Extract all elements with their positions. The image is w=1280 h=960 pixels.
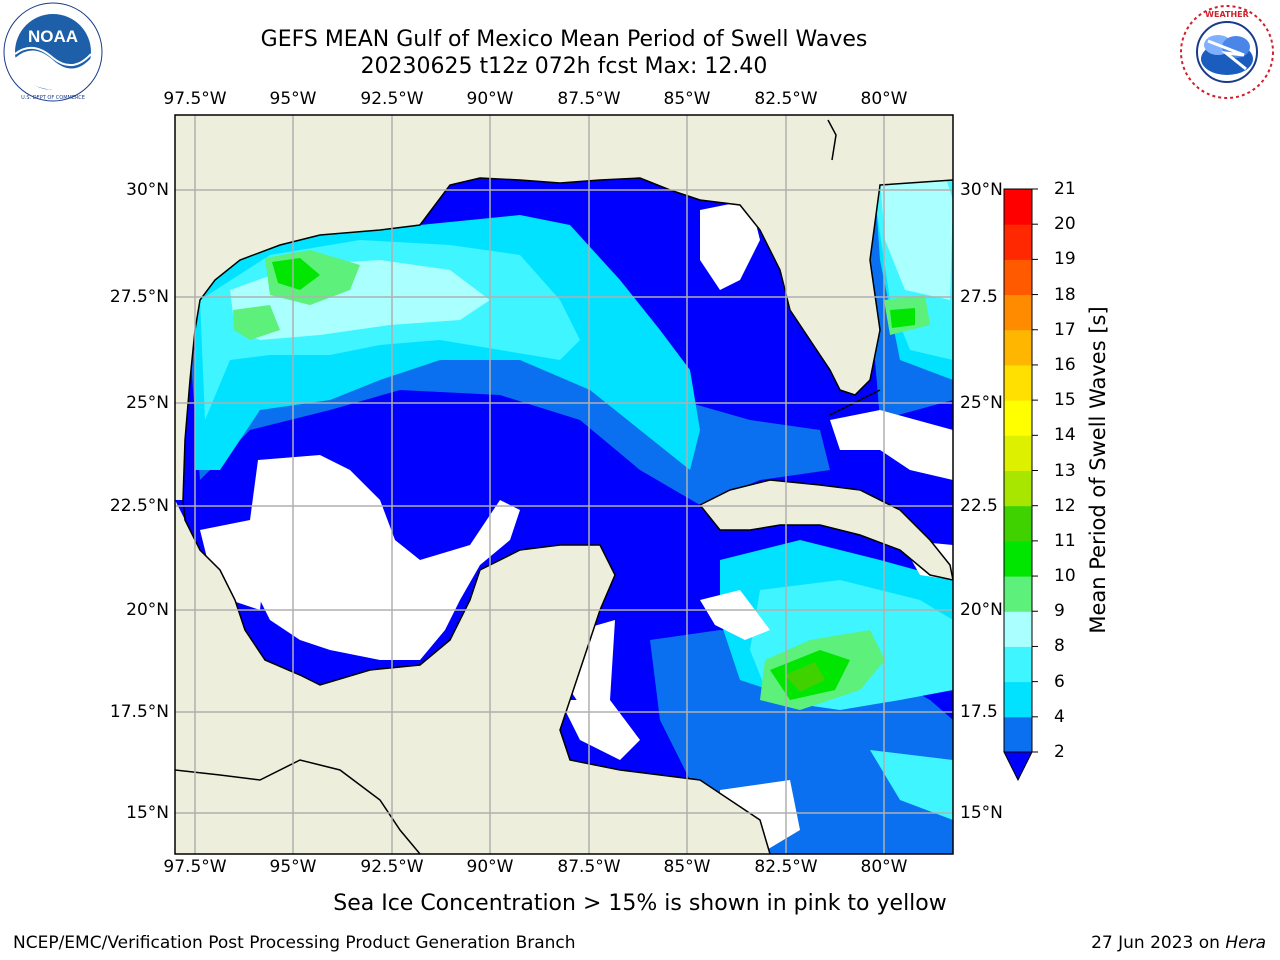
nws-logo-icon: WEATHER xyxy=(1179,4,1275,100)
lat-label-right: 15°N xyxy=(960,803,1003,823)
footer-host: Hera xyxy=(1225,933,1266,953)
footer-credit: NCEP/EMC/Verification Post Processing Pr… xyxy=(13,933,576,953)
lon-label-bottom: 97.5°W xyxy=(163,857,227,877)
lat-label-right: 17.5 xyxy=(960,702,998,722)
noaa-logo-icon: NOAA U.S. DEPT OF COMMERCE xyxy=(3,2,103,102)
colorbar xyxy=(1003,188,1038,782)
colorbar-tick-label: 21 xyxy=(1054,179,1076,199)
lon-label-bottom: 80°W xyxy=(860,857,908,877)
lon-label-top: 92.5°W xyxy=(360,89,424,109)
sea-ice-note: Sea Ice Concentration > 15% is shown in … xyxy=(333,891,947,916)
colorbar-segment xyxy=(1004,259,1032,296)
colorbar-segment xyxy=(1004,400,1032,436)
colorbar-segment xyxy=(1004,540,1032,577)
colorbar-tick-label: 19 xyxy=(1054,249,1076,270)
colorbar-tick-label: 14 xyxy=(1054,425,1076,446)
land-central-america xyxy=(175,760,420,854)
lat-label-right: 27.5 xyxy=(960,287,998,307)
colorbar-segment xyxy=(1004,505,1032,542)
colorbar-segment xyxy=(1004,329,1032,366)
colorbar-tick-label: 4 xyxy=(1054,706,1065,727)
colorbar-tick-label: 9 xyxy=(1054,601,1065,622)
lat-label-left: 20°N xyxy=(126,600,169,620)
lon-label-top: 87.5°W xyxy=(557,89,621,109)
colorbar-tick-label: 10 xyxy=(1054,566,1076,587)
colorbar-tick-label: 8 xyxy=(1054,636,1065,657)
lon-label-top: 80°W xyxy=(860,89,908,109)
colorbar-tick-label: 15 xyxy=(1054,390,1076,411)
colorbar-segment xyxy=(1004,435,1032,471)
lat-label-left: 27.5°N xyxy=(109,287,169,307)
coastlines xyxy=(175,119,953,854)
colorbar-segment xyxy=(1004,681,1032,718)
map-frame xyxy=(174,114,954,855)
colorbar-tick-label: 2 xyxy=(1054,742,1065,762)
colorbar-segment xyxy=(1004,224,1032,260)
colorbar-tick-label: 13 xyxy=(1054,460,1076,481)
colorbar-label: Mean Period of Swell Waves [s] xyxy=(1086,306,1110,634)
land-us-mainland xyxy=(175,115,953,500)
colorbar-segment xyxy=(1004,294,1032,331)
svg-text:U.S. DEPT OF COMMERCE: U.S. DEPT OF COMMERCE xyxy=(21,95,85,101)
colorbar-tick-label: 16 xyxy=(1054,354,1076,375)
lon-label-bottom: 95°W xyxy=(269,857,317,877)
colorbar-tick-label: 18 xyxy=(1054,284,1076,305)
colorbar-segment xyxy=(1004,189,1032,225)
colorbar-tick-label: 6 xyxy=(1054,671,1065,692)
footer-date-text: 27 Jun 2023 on xyxy=(1091,933,1226,953)
colorbar-segment xyxy=(1004,576,1032,612)
lat-label-right: 22.5 xyxy=(960,496,998,516)
colorbar-extend-arrow xyxy=(1003,751,1033,782)
lon-label-bottom: 85°W xyxy=(663,857,711,877)
lon-label-bottom: 92.5°W xyxy=(360,857,424,877)
map-title: GEFS MEAN Gulf of Mexico Mean Period of … xyxy=(260,27,868,52)
lon-label-top: 95°W xyxy=(269,89,317,109)
lat-label-left: 15°N xyxy=(126,803,169,823)
colorbar-segment xyxy=(1004,364,1032,401)
lat-label-left: 30°N xyxy=(126,180,169,200)
lon-label-top: 97.5°W xyxy=(163,89,227,109)
lat-label-left: 25°N xyxy=(126,393,169,413)
colorbar-segment xyxy=(1004,646,1032,683)
svg-text:NOAA: NOAA xyxy=(28,27,78,46)
svg-text:WEATHER: WEATHER xyxy=(1205,10,1249,19)
graticule xyxy=(175,115,953,854)
colorbar-tick-label: 12 xyxy=(1054,495,1076,516)
lon-label-bottom: 87.5°W xyxy=(557,857,621,877)
swell-band-10-11 xyxy=(272,258,320,290)
colorbar-segment xyxy=(1004,716,1032,753)
lat-label-left: 22.5°N xyxy=(109,496,169,516)
lat-label-left: 17.5°N xyxy=(109,702,169,722)
lon-label-top: 90°W xyxy=(466,89,514,109)
lon-label-top: 82.5°W xyxy=(754,89,818,109)
colorbar-tick-label: 20 xyxy=(1054,214,1076,235)
lat-label-right: 20°N xyxy=(960,600,1003,620)
footer-date: 27 Jun 2023 on Hera xyxy=(1091,933,1266,953)
lon-label-bottom: 82.5°W xyxy=(754,857,818,877)
lon-label-bottom: 90°W xyxy=(466,857,514,877)
colorbar-segment xyxy=(1004,470,1032,507)
colorbar-segment xyxy=(1004,611,1032,647)
lon-label-top: 85°W xyxy=(663,89,711,109)
lat-label-right: 25°N xyxy=(960,393,1003,413)
colorbar-tick-label: 11 xyxy=(1054,530,1076,551)
colorbar-tick-label: 17 xyxy=(1054,319,1076,340)
lat-label-right: 30°N xyxy=(960,180,1003,200)
map-subtitle: 20230625 t12z 072h fcst Max: 12.40 xyxy=(360,54,768,79)
